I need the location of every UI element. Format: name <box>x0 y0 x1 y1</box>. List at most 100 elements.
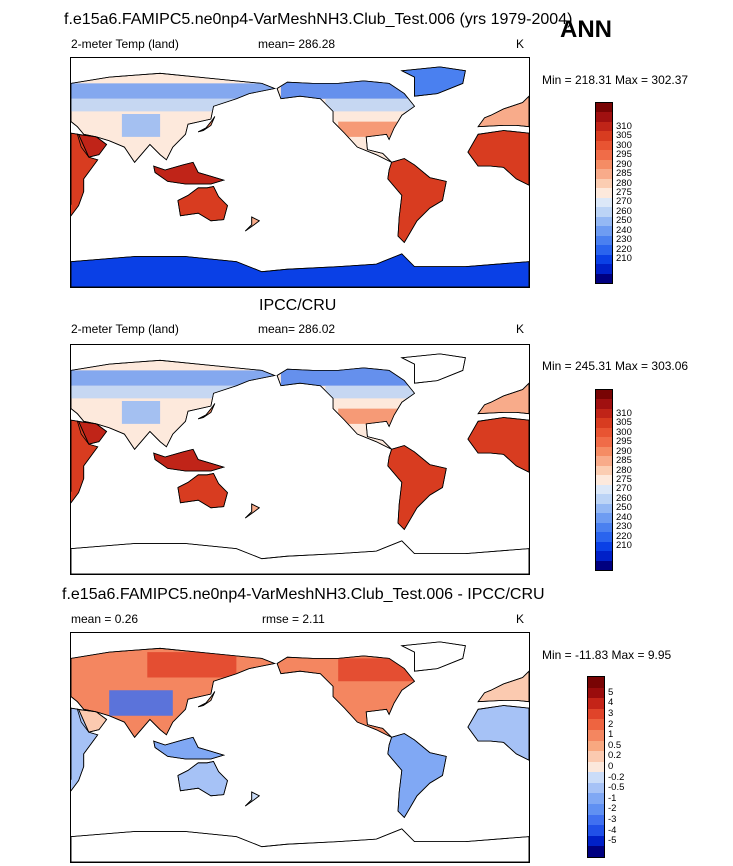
colorbar-diff-tick-label: 2 <box>608 718 614 730</box>
colorbar-obs-swatch <box>596 418 612 429</box>
panel-title-diff: f.e15a6.FAMIPC5.ne0np4-VarMeshNH3.Club_T… <box>62 586 545 603</box>
colorbar-model-tick-label: 285 <box>616 168 632 180</box>
map-diff-coastline <box>153 736 226 760</box>
map-model-coastline <box>71 253 529 287</box>
variable-label-model: 2-meter Temp (land) <box>71 37 179 51</box>
map-model-region-antarctica <box>71 253 529 287</box>
map-diff-field-band <box>147 652 237 678</box>
colorbar-model-tick-label: 220 <box>616 243 632 255</box>
colorbar-obs-swatch <box>596 475 612 486</box>
variable-label-obs: 2-meter Temp (land) <box>71 322 179 336</box>
map-model-coastline <box>76 133 108 158</box>
colorbar-obs-swatch <box>596 456 612 467</box>
map-obs-region-africaEdge <box>467 417 529 473</box>
map-diff-field-band <box>338 658 415 682</box>
colorbar-model-swatch <box>596 235 612 246</box>
map-diff-coastline <box>76 708 108 733</box>
panel-title-obs: IPCC/CRU <box>259 297 337 314</box>
colorbar-diff-swatch <box>588 846 604 858</box>
map-diff-coastline <box>177 761 228 797</box>
map-model-region-southAmerica <box>387 158 447 244</box>
map-obs-field-band <box>71 370 275 386</box>
colorbar-model-swatch <box>596 121 612 132</box>
colorbar-diff-tick-label: 3 <box>608 708 614 720</box>
mean-label-obs: mean= 286.02 <box>258 322 336 336</box>
colorbar-model-tick-label: 240 <box>616 224 632 236</box>
colorbar-diff-swatch <box>588 793 604 805</box>
map-diff-coastline <box>477 670 529 703</box>
map-model-coastline <box>71 132 99 217</box>
map-model-coastline <box>198 116 216 133</box>
colorbar-model-tick-label: 295 <box>616 149 632 161</box>
colorbar-obs-tick-label: 240 <box>616 511 632 523</box>
colorbar-model-swatch <box>596 103 612 113</box>
map-obs-coastline <box>177 473 228 509</box>
minmax-label-model: Min = 218.31 Max = 302.37 <box>542 73 689 87</box>
colorbar-obs-swatch <box>596 465 612 476</box>
colorbar-obs-tick-label: 260 <box>616 492 632 504</box>
units-label-diff: K <box>516 612 525 626</box>
colorbar-diff-tick-label: 1 <box>608 729 614 741</box>
colorbar-model-swatch <box>596 131 612 142</box>
map-model-coastline <box>276 80 416 163</box>
colorbar-model-swatch <box>596 207 612 218</box>
colorbar-model-swatch <box>596 112 612 123</box>
map-obs-coastline <box>276 367 416 450</box>
map-obs-region-antarctica <box>71 540 529 574</box>
map-model-region-europeEdge <box>477 95 529 128</box>
mean-label-diff: mean = 0.26 <box>71 612 139 626</box>
map-model-coastline <box>477 95 529 128</box>
map-obs-coastline <box>387 445 447 531</box>
colorbar-diff-swatch <box>588 719 604 731</box>
colorbar-diff-swatch <box>588 804 604 816</box>
map-obs-region-seAsia <box>153 448 226 472</box>
map-obs-field-band <box>325 385 415 399</box>
map-model-coastline <box>467 130 529 186</box>
colorbar-obs-swatch <box>596 427 612 438</box>
colorbar-diff-tick-label: -2 <box>608 803 617 815</box>
map-model-svg <box>71 66 529 287</box>
rmse-label-diff: rmse = 2.11 <box>262 612 325 626</box>
colorbar-model-tick-label: 250 <box>616 215 632 227</box>
colorbar-obs-swatch <box>596 399 612 410</box>
map-diff-region-seAsia <box>153 736 226 760</box>
map-panel-diff <box>70 632 530 863</box>
map-diff-field-band <box>109 690 173 716</box>
colorbar-model-swatch <box>596 197 612 208</box>
colorbar-model-tick-label: 305 <box>616 130 632 142</box>
map-diff-region-southAmerica <box>387 733 447 819</box>
colorbar-obs-tick-label: 210 <box>616 540 632 552</box>
colorbar-diff-tick-label: 5 <box>608 686 614 698</box>
colorbar-model-swatch <box>596 226 612 237</box>
minmax-label-diff: Min = -11.83 Max = 9.95 <box>542 648 672 662</box>
map-obs-coastline <box>76 420 108 445</box>
colorbar-obs-tick-label: 275 <box>616 474 632 485</box>
colorbar-obs-swatch <box>596 484 612 495</box>
colorbar-obs-tick-label: 310 <box>616 407 632 419</box>
map-model-field-band <box>338 121 402 137</box>
map-obs-coastline <box>245 503 261 519</box>
colorbar-diff-tick-label: 4 <box>608 697 614 709</box>
map-model-coastline <box>177 186 228 222</box>
map-diff-region-europeEdge <box>477 670 529 703</box>
map-diff-coastline <box>71 828 529 862</box>
map-obs-coastline <box>477 382 529 415</box>
units-label-obs: K <box>516 322 525 336</box>
map-diff-region-antarctica <box>71 828 529 862</box>
colorbar-obs-swatch <box>596 446 612 457</box>
map-obs-field-band <box>71 385 275 399</box>
colorbar-obs-tick-label: 230 <box>616 521 632 533</box>
colorbar-diff-tick-label: 0.2 <box>608 750 622 762</box>
colorbar-obs-swatch <box>596 560 612 571</box>
colorbar-obs-tick-label: 295 <box>616 436 632 448</box>
colorbar-obs-swatch <box>596 437 612 448</box>
colorbar-model-tick-label: 270 <box>616 196 632 208</box>
map-obs-coastline <box>400 353 466 384</box>
map-obs-coastline <box>71 419 99 504</box>
colorbar-model-swatch <box>596 169 612 180</box>
colorbar-diff-tick-label: 0.5 <box>608 739 622 751</box>
map-model-coastline <box>387 158 447 244</box>
colorbar-diff-tick-label: -4 <box>608 824 617 836</box>
colorbar-obs-tick-label: 280 <box>616 464 632 476</box>
map-obs-coastline <box>467 417 529 473</box>
